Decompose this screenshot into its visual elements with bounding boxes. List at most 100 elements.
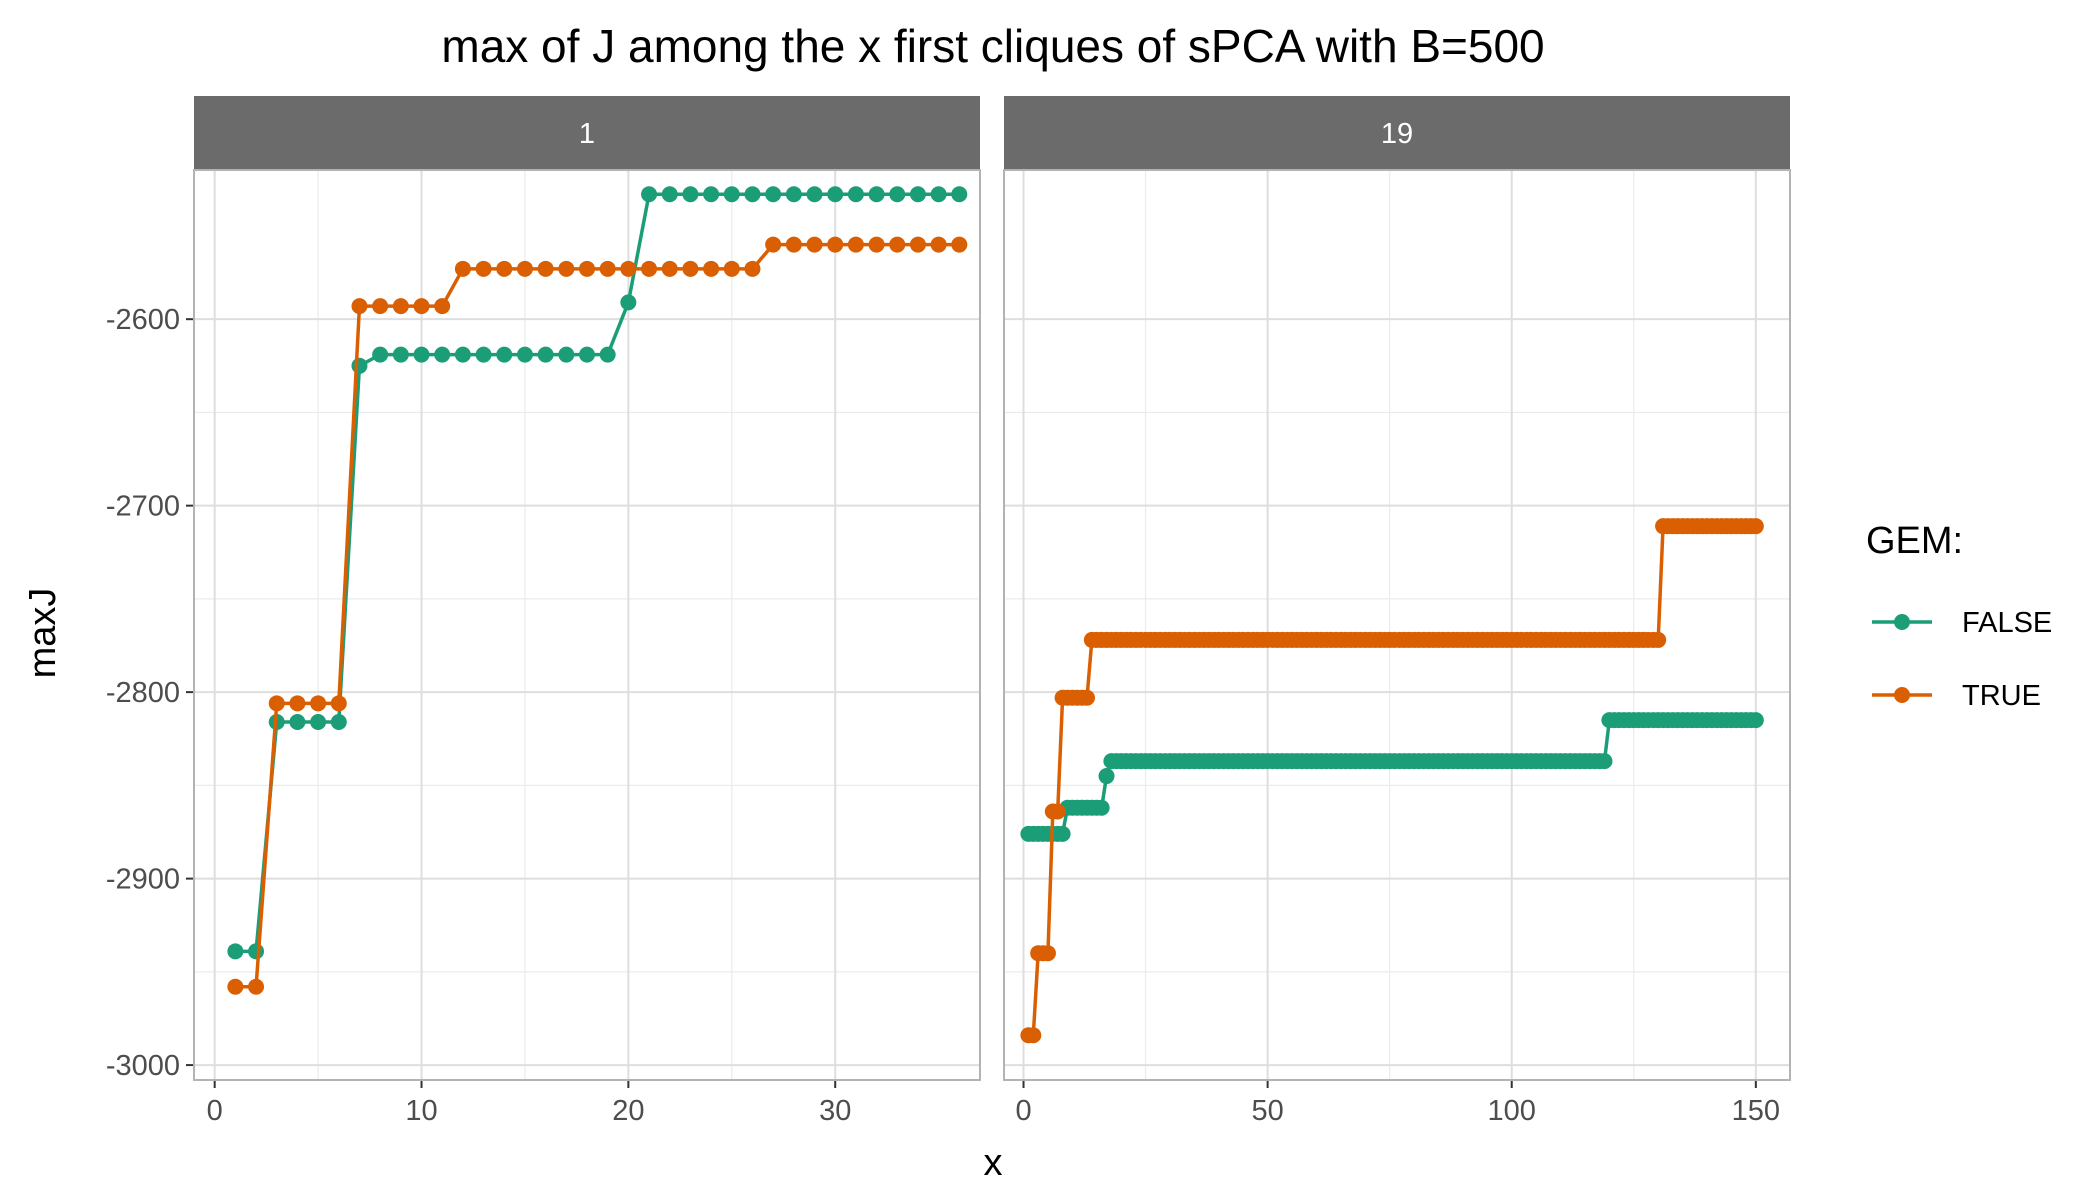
data-point: [1098, 768, 1115, 785]
y-tick-label: -3000: [106, 1050, 180, 1082]
data-point: [558, 346, 575, 363]
data-point: [641, 260, 658, 277]
data-point: [392, 346, 409, 363]
data-point: [227, 978, 244, 995]
data-point: [930, 186, 947, 203]
data-point: [372, 346, 389, 363]
data-point: [330, 713, 347, 730]
series-false: [227, 186, 968, 960]
data-point: [248, 978, 265, 995]
facet-strip-label: 1: [579, 118, 595, 150]
data-point: [537, 346, 554, 363]
y-axis-title: maxJ: [22, 588, 64, 679]
data-point: [868, 236, 885, 253]
data-point: [413, 298, 430, 315]
data-point: [661, 186, 678, 203]
data-point: [723, 186, 740, 203]
panel-border: [193, 169, 981, 1081]
y-tick-label: -2900: [106, 864, 180, 896]
data-point: [1078, 689, 1095, 706]
data-point: [827, 236, 844, 253]
data-point: [889, 186, 906, 203]
data-point: [1093, 799, 1110, 816]
legend: GEM: FALSE TRUE: [1866, 520, 2052, 712]
data-point: [454, 346, 471, 363]
data-point: [951, 186, 968, 203]
data-point: [806, 236, 823, 253]
data-point: [599, 260, 616, 277]
data-point: [1596, 753, 1613, 770]
data-point: [1054, 825, 1071, 842]
data-point: [310, 695, 327, 712]
data-point: [703, 260, 720, 277]
x-tick-label: 0: [1015, 1095, 1031, 1127]
data-point: [723, 260, 740, 277]
data-point: [620, 294, 637, 311]
data-point: [1747, 712, 1764, 729]
series-false: [1020, 712, 1764, 842]
data-point: [372, 298, 389, 315]
data-point: [785, 186, 802, 203]
data-point: [351, 357, 368, 374]
data-point: [951, 236, 968, 253]
data-point: [620, 260, 637, 277]
data-point: [1747, 518, 1764, 535]
data-point: [496, 260, 513, 277]
x-tick-label: 10: [405, 1095, 437, 1127]
data-point: [909, 236, 926, 253]
data-point: [475, 260, 492, 277]
data-point: [579, 260, 595, 277]
data-point: [785, 236, 802, 253]
legend-item-false: FALSE: [1872, 607, 2052, 639]
data-point: [579, 346, 595, 363]
facet-strip-label: 19: [1381, 118, 1413, 150]
x-tick-label: 20: [612, 1095, 644, 1127]
series-line: [1028, 524, 1756, 1037]
data-point: [765, 186, 782, 203]
data-point: [1049, 803, 1066, 820]
legend-title: GEM:: [1866, 520, 1963, 562]
data-point: [661, 260, 678, 277]
data-point: [268, 695, 285, 712]
y-tick-label: -2700: [106, 491, 180, 523]
data-point: [641, 186, 658, 203]
x-tick-label: 100: [1488, 1095, 1536, 1127]
x-axis-title: x: [984, 1142, 1003, 1184]
legend-item-true: TRUE: [1872, 680, 2041, 712]
data-point: [227, 943, 244, 960]
legend-key-point: [1894, 614, 1910, 630]
x-tick-label: 0: [207, 1095, 223, 1127]
data-point: [248, 943, 265, 960]
facet-strip: [1004, 96, 1790, 170]
data-point: [392, 298, 409, 315]
data-point: [475, 346, 492, 363]
data-point: [1039, 945, 1056, 962]
data-point: [434, 346, 451, 363]
data-point: [330, 695, 347, 712]
y-tick-label: -2800: [106, 677, 180, 709]
data-point: [454, 260, 471, 277]
data-point: [909, 186, 926, 203]
data-point: [930, 236, 947, 253]
data-point: [516, 260, 533, 277]
y-tick-label: -2600: [106, 304, 180, 336]
series-true: [1020, 518, 1764, 1044]
data-point: [1650, 631, 1667, 648]
data-point: [537, 260, 554, 277]
chart-title: max of J among the x first cliques of sP…: [441, 20, 1544, 72]
data-point: [599, 346, 616, 363]
data-point: [827, 186, 844, 203]
facet-strip: [194, 96, 980, 170]
data-point: [744, 186, 761, 203]
legend-key-point: [1894, 687, 1910, 703]
data-point: [868, 186, 885, 203]
data-point: [289, 695, 306, 712]
data-point: [847, 186, 864, 203]
data-point: [889, 236, 906, 253]
data-point: [516, 346, 533, 363]
series-line: [1028, 718, 1756, 836]
data-point: [765, 236, 782, 253]
data-point: [682, 260, 699, 277]
